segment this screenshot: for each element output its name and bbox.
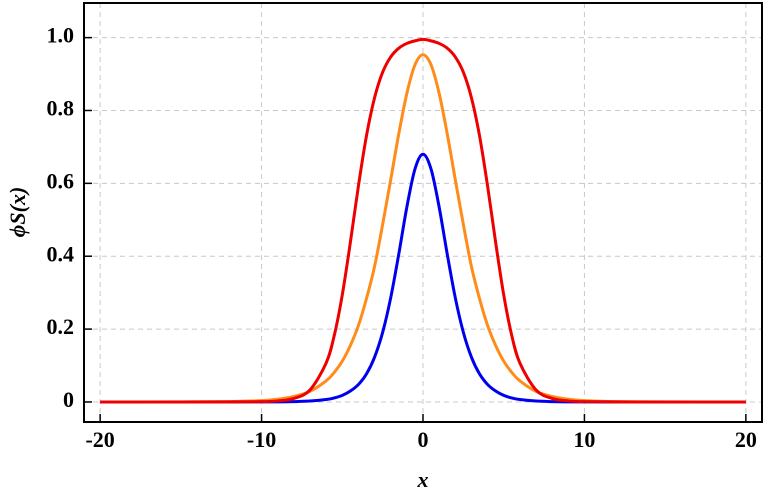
line-series: [100, 37, 746, 404]
y-tick-label: 0.8: [47, 96, 75, 121]
x-axis-label: x: [417, 467, 429, 492]
x-tick-label: 0: [418, 427, 429, 452]
x-tick-label: 10: [573, 427, 595, 452]
y-tick-label: 0.2: [47, 314, 75, 339]
x-tick-label: 20: [735, 427, 757, 452]
line-series: [100, 53, 746, 404]
y-axis-label: ϕS(x): [5, 187, 30, 238]
y-tick-label: 0.6: [47, 168, 75, 193]
x-tick-label: -20: [85, 427, 114, 452]
y-tick-label: 0: [63, 387, 74, 412]
y-tick-label: 0.4: [47, 241, 75, 266]
x-tick-label: -10: [247, 427, 276, 452]
plot-frame: [83, 2, 763, 423]
y-tick-label: 1.0: [47, 23, 75, 48]
line-series: [100, 152, 746, 404]
